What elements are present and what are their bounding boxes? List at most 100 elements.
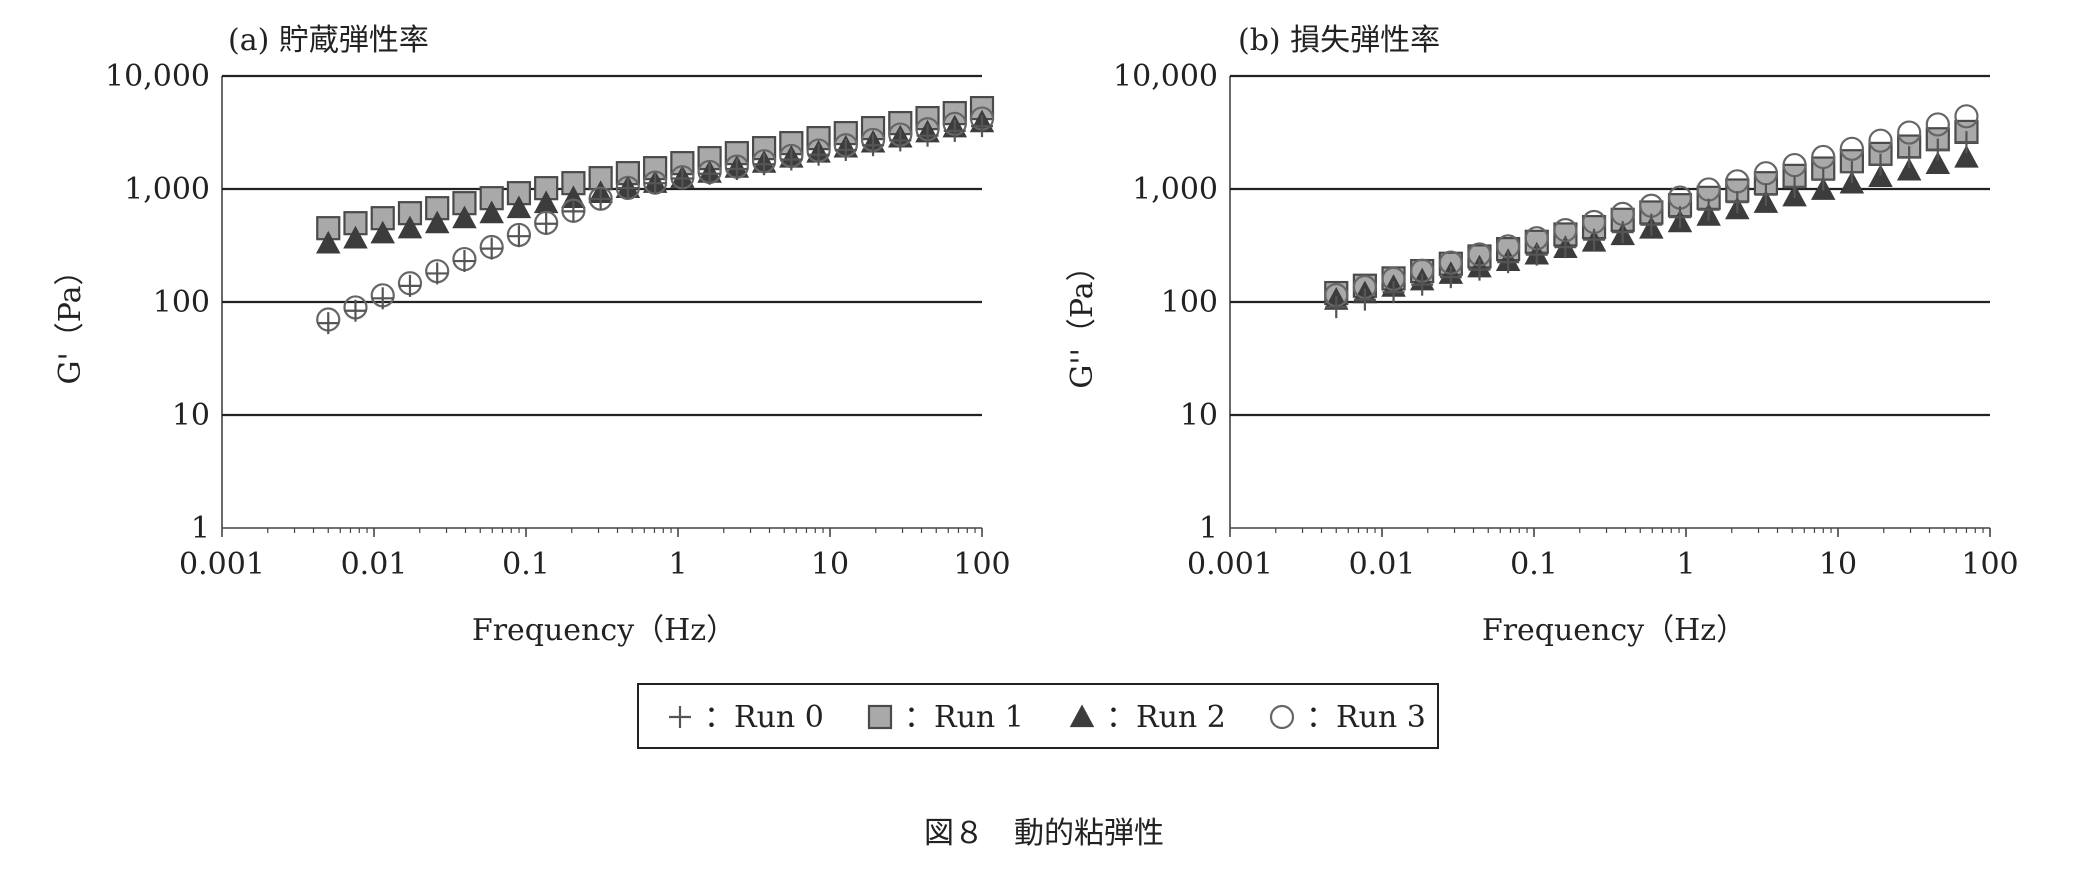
data-point bbox=[616, 177, 639, 200]
x-tick-label: 1 bbox=[1676, 547, 1695, 582]
data-point bbox=[1954, 144, 1979, 168]
legend: ：Run 0 ：Run 1 ：Run 2 ：Run 3 bbox=[637, 683, 1439, 749]
data-point bbox=[344, 299, 367, 322]
legend-item-run2: ：Run 2 bbox=[1069, 700, 1226, 735]
data-point bbox=[1897, 120, 1922, 145]
x-tick-label: 0.001 bbox=[179, 547, 265, 582]
data-point bbox=[1898, 146, 1921, 169]
data-point bbox=[479, 200, 504, 224]
data-point bbox=[1497, 251, 1520, 274]
data-point bbox=[889, 129, 912, 152]
data-point bbox=[943, 119, 966, 142]
data-point bbox=[1896, 157, 1922, 181]
legend-label: ：Run 2 bbox=[1106, 700, 1226, 735]
data-point bbox=[562, 200, 585, 223]
x-tick-label: 0.01 bbox=[341, 547, 408, 582]
data-point bbox=[1954, 104, 1979, 129]
data-point bbox=[780, 148, 803, 171]
data-point bbox=[426, 262, 449, 285]
data-point bbox=[1868, 164, 1893, 187]
data-point bbox=[1583, 228, 1606, 251]
data-point bbox=[343, 225, 368, 249]
data-point bbox=[397, 215, 423, 239]
y-tick-label: 10,000 bbox=[1113, 59, 1218, 94]
data-point bbox=[644, 172, 667, 195]
y-tick-label: 1,000 bbox=[124, 172, 210, 207]
x-tick-label: 10 bbox=[1819, 547, 1857, 582]
data-point bbox=[1869, 153, 1892, 176]
x-tick-label: 0.1 bbox=[1510, 547, 1558, 582]
data-point bbox=[971, 115, 993, 138]
data-point bbox=[1868, 128, 1893, 153]
y-tick-label: 10 bbox=[172, 398, 210, 433]
data-point bbox=[1554, 236, 1577, 259]
data-point bbox=[1525, 243, 1548, 266]
data-point bbox=[1353, 288, 1376, 311]
y-axis-title: G''（Pa） bbox=[1065, 251, 1100, 388]
series-run-0 bbox=[317, 115, 993, 335]
data-point bbox=[506, 195, 532, 219]
chart-title: (b) 損失弾性率 bbox=[1238, 23, 1440, 58]
data-point bbox=[671, 167, 694, 190]
data-point bbox=[370, 220, 395, 244]
y-axis-title: G'（Pa） bbox=[53, 256, 88, 385]
y-tick-label: 10,000 bbox=[105, 59, 210, 94]
data-point bbox=[1411, 273, 1434, 296]
legend-label: ：Run 1 bbox=[904, 700, 1024, 735]
legend-box bbox=[637, 683, 1439, 749]
data-point bbox=[1840, 161, 1863, 184]
data-point bbox=[1925, 112, 1950, 137]
x-tick-label: 0.1 bbox=[502, 547, 550, 582]
x-tick-label: 10 bbox=[811, 547, 849, 582]
legend-item-run0: ：Run 0 bbox=[669, 700, 824, 735]
data-point bbox=[807, 143, 830, 166]
legend-item-run1: ：Run 1 bbox=[867, 700, 1024, 735]
data-point bbox=[1925, 151, 1951, 175]
y-axis-label: G''（Pa） bbox=[1065, 251, 1100, 388]
data-point bbox=[834, 138, 857, 161]
series-run-0 bbox=[1325, 131, 1978, 319]
series-run-1 bbox=[316, 95, 995, 241]
data-point bbox=[725, 157, 748, 180]
legend-label: ：Run 3 bbox=[1306, 700, 1426, 735]
data-point bbox=[535, 212, 558, 235]
x-tick-label: 100 bbox=[953, 547, 1010, 582]
data-point bbox=[1782, 152, 1807, 178]
data-point bbox=[424, 210, 450, 234]
data-point bbox=[862, 134, 885, 157]
data-point bbox=[1926, 138, 1949, 161]
chart-panel-loss-modulus: (b) 損失弾性率 G''（Pa） Frequency（Hz） 1 10 100 1,… bbox=[1065, 23, 2019, 648]
data-point bbox=[753, 153, 776, 176]
data-point bbox=[589, 187, 612, 210]
y-tick-label: 100 bbox=[153, 285, 210, 320]
legend-label: ：Run 0 bbox=[704, 700, 824, 735]
data-point bbox=[315, 230, 341, 254]
square-marker-icon bbox=[867, 704, 893, 730]
legend-item-run3: ：Run 3 bbox=[1269, 700, 1426, 735]
data-point bbox=[916, 124, 939, 147]
data-point bbox=[1668, 206, 1691, 229]
data-point bbox=[371, 287, 394, 310]
x-axis-label: Frequency（Hz） bbox=[1482, 613, 1746, 648]
y-tick-label: 1 bbox=[191, 511, 210, 546]
data-point bbox=[317, 312, 340, 335]
triangle-marker-icon bbox=[1069, 704, 1095, 728]
data-point bbox=[1382, 281, 1405, 304]
data-point bbox=[1754, 183, 1777, 206]
data-point bbox=[452, 205, 477, 229]
y-tick-label: 1 bbox=[1199, 511, 1218, 546]
circle-marker-icon bbox=[1269, 704, 1295, 730]
data-point bbox=[398, 274, 421, 297]
plus-marker-icon bbox=[669, 706, 691, 728]
data-point bbox=[1611, 221, 1634, 244]
data-point bbox=[1439, 266, 1462, 289]
y-axis-label: G'（Pa） bbox=[53, 256, 88, 385]
x-tick-label: 0.01 bbox=[1349, 547, 1416, 582]
y-tick-label: 100 bbox=[1161, 285, 1218, 320]
y-tick-label: 1,000 bbox=[1132, 172, 1218, 207]
data-point bbox=[507, 225, 530, 248]
chart-title: (a) 貯蔵弾性率 bbox=[228, 23, 429, 58]
x-axis-label: Frequency（Hz） bbox=[472, 613, 736, 648]
data-point bbox=[453, 250, 476, 273]
data-point bbox=[1697, 198, 1720, 221]
